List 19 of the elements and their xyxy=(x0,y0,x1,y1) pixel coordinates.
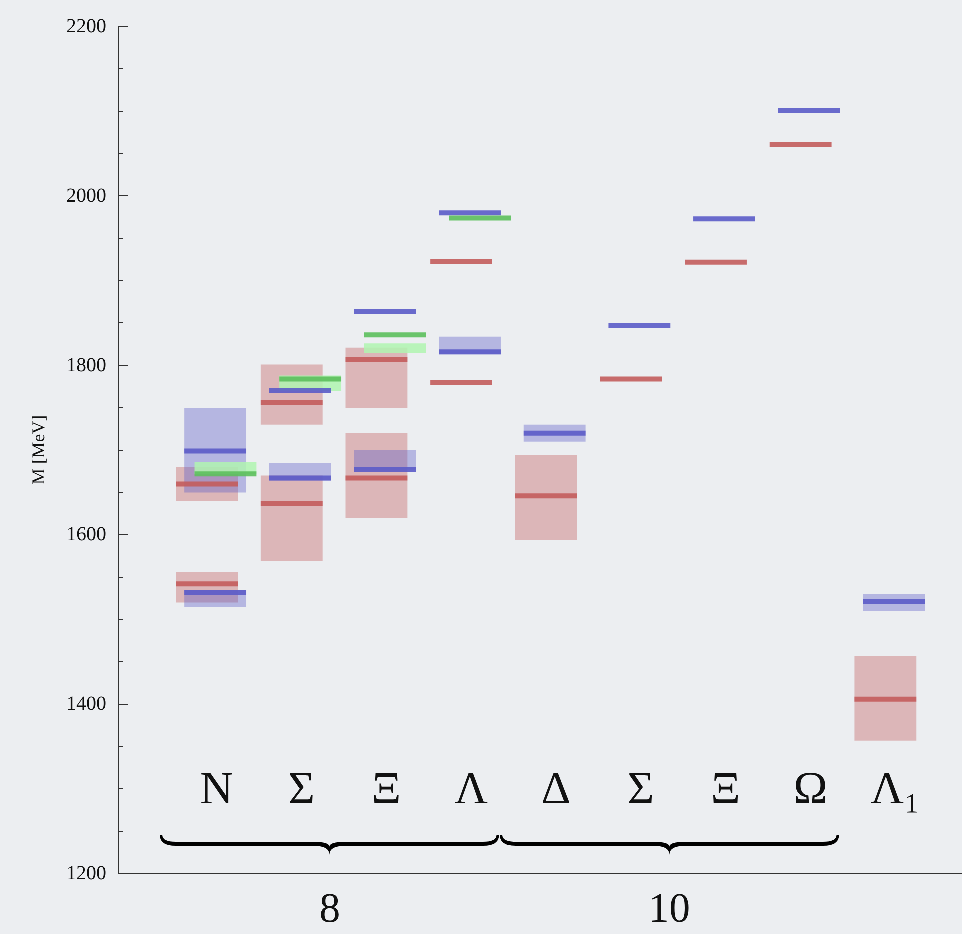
x-tick-label: Ξ xyxy=(711,762,741,814)
y-tick-label: 1200 xyxy=(66,862,106,884)
x-tick-label: Λ xyxy=(454,762,488,814)
x-tick-label: Ω xyxy=(794,762,828,814)
y-tick-label: 2200 xyxy=(66,16,106,38)
x-tick-label: N xyxy=(200,762,234,814)
y-tick-label: 1400 xyxy=(66,693,106,716)
y-tick-label: 1800 xyxy=(66,354,106,376)
y-axis-title: M [MeV] xyxy=(28,415,48,485)
text: 10 xyxy=(648,886,690,932)
bar xyxy=(364,344,426,353)
text: 8 xyxy=(320,886,341,932)
y-tick-label: 1600 xyxy=(66,524,106,546)
x-tick-label: Σ xyxy=(628,762,654,814)
x-tick-label: Ξ xyxy=(372,762,402,814)
y-tick-label: 2000 xyxy=(66,184,106,207)
x-tick-label: Λ₁ xyxy=(870,762,920,814)
x-tick-label: Σ xyxy=(288,762,316,814)
x-tick-label: Δ xyxy=(541,762,571,814)
